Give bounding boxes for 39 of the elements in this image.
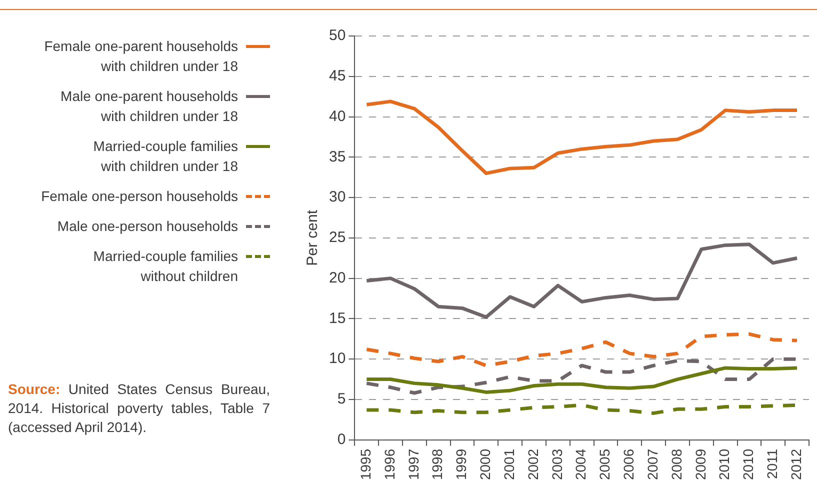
legend-label: Male one-parent households with children under 18 xyxy=(60,87,238,126)
x-tick-label: 2011 xyxy=(764,448,780,479)
y-tick-label: 0 xyxy=(337,430,346,448)
x-tick-label: 2000 xyxy=(477,448,494,480)
y-tick-label: 40 xyxy=(328,108,346,125)
x-tick-label: 2008 xyxy=(668,448,684,480)
y-tick-label: 20 xyxy=(328,269,346,286)
x-tick-label: 2012 xyxy=(788,448,804,480)
y-tick-label: 45 xyxy=(328,68,346,85)
x-tick-label: 1996 xyxy=(381,448,398,480)
y-tick-label: 10 xyxy=(328,350,346,368)
y-tick-label: 15 xyxy=(328,310,346,327)
legend-label: Married-couple families with children under 18 xyxy=(92,137,238,176)
x-tick-label: 1999 xyxy=(453,448,470,480)
legend-label: Male one-person households xyxy=(56,217,238,236)
x-tick-label: 2004 xyxy=(572,448,589,480)
legend-label: Female one-parent households with children under 18 xyxy=(43,37,238,76)
x-tick-label: 2010 xyxy=(740,448,756,480)
y-axis-title: Per cent xyxy=(304,209,322,266)
y-tick-label: 35 xyxy=(328,148,346,166)
x-tick-label: 2010 xyxy=(716,448,732,480)
legend-label: Married-couple families without children xyxy=(92,247,238,286)
x-tick-label: 1998 xyxy=(429,448,446,480)
source-note: Source: United States Census Bureau, 2014. Historical poverty tables, Table 7 (accessed April 2014). xyxy=(8,381,270,435)
y-tick-label: 25 xyxy=(328,229,346,246)
x-tick-label: 2001 xyxy=(500,448,517,480)
x-tick-label: 2009 xyxy=(692,448,708,480)
x-tick-label: 2003 xyxy=(548,448,565,480)
legend-label: Female one-person households xyxy=(40,187,238,206)
y-tick-label: 30 xyxy=(328,188,346,206)
y-tick-label: 50 xyxy=(328,27,346,44)
x-tick-label: 2007 xyxy=(644,448,660,480)
x-tick-label: 1995 xyxy=(358,448,374,480)
line-series xyxy=(364,332,799,368)
x-tick-label: 2005 xyxy=(596,448,613,480)
x-tick-label: 2002 xyxy=(524,448,541,480)
x-tick-label: 2006 xyxy=(620,448,637,480)
x-tick-label: 1997 xyxy=(405,448,422,480)
y-tick-label: 5 xyxy=(337,390,346,408)
